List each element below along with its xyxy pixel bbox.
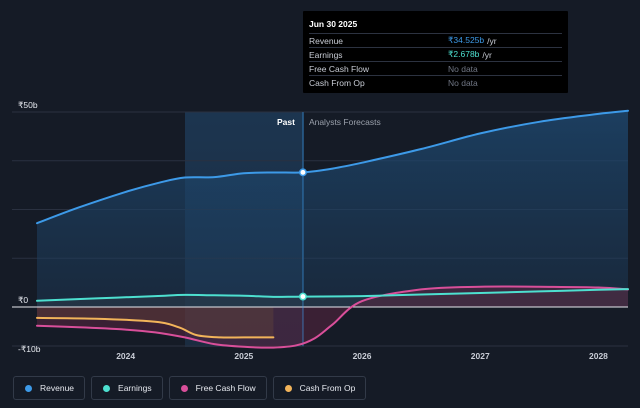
cash-from-op-area — [37, 307, 274, 338]
tooltip-row-cash-from-op: Cash From Op No data — [309, 75, 562, 89]
legend-label: Free Cash Flow — [195, 383, 256, 393]
revenue-highlight-point — [299, 168, 307, 177]
tooltip-value: ₹34.525b — [448, 35, 485, 45]
hover-tooltip: Jun 30 2025 Revenue ₹34.525b /yr Earning… — [303, 11, 568, 93]
tooltip-row-earnings: Earnings ₹2.678b /yr — [309, 47, 562, 61]
y-tick-label: ₹0 — [18, 295, 28, 305]
x-tick-label: 2026 — [353, 351, 372, 361]
y-tick-label: ₹50b — [18, 100, 38, 110]
x-tick-label: 2028 — [589, 351, 608, 361]
revenue-area — [37, 110, 628, 307]
earnings-highlight-point — [299, 292, 307, 301]
earnings-line — [36, 288, 629, 302]
legend-dot-icon — [103, 384, 111, 392]
legend-label: Earnings — [118, 383, 152, 393]
legend-dot-icon — [284, 384, 292, 392]
tooltip-unit: /yr — [482, 49, 492, 60]
past-label: Past — [277, 117, 295, 127]
legend-label: Cash From Op — [299, 383, 356, 393]
free-cash-flow-area — [37, 286, 628, 348]
chart-legend: Revenue Earnings Free Cash Flow Cash Fro… — [0, 376, 640, 400]
tooltip-label: Earnings — [309, 49, 343, 60]
tooltip-value: No data — [448, 77, 478, 88]
x-tick-label: 2024 — [116, 351, 135, 361]
tooltip-label: Revenue — [309, 35, 344, 46]
revenue-line — [36, 109, 629, 225]
tooltip-unit: /yr — [487, 35, 497, 46]
tooltip-label: Free Cash Flow — [309, 63, 369, 74]
legend-revenue-button[interactable]: Revenue — [13, 376, 86, 400]
y-tick-label: -₹10b — [18, 344, 41, 354]
legend-dot-icon — [25, 384, 32, 392]
forecast-label: Analysts Forecasts — [309, 117, 381, 127]
legend-label: Revenue — [40, 383, 75, 393]
tooltip-row-revenue: Revenue ₹34.525b /yr — [309, 33, 562, 47]
x-tick-label: 2025 — [234, 351, 253, 361]
tooltip-value: No data — [448, 63, 478, 74]
free-cash-flow-line — [36, 285, 629, 349]
tooltip-value: ₹2.678b — [448, 49, 480, 59]
legend-earnings-button[interactable]: Earnings — [91, 376, 163, 400]
legend-dot-icon — [180, 384, 188, 392]
legend-free-cash-flow-button[interactable]: Free Cash Flow — [168, 376, 267, 400]
x-tick-label: 2027 — [471, 351, 490, 361]
tooltip-label: Cash From Op — [309, 77, 365, 88]
tooltip-row-free-cash-flow: Free Cash Flow No data — [309, 61, 562, 75]
legend-cash-from-op-button[interactable]: Cash From Op — [272, 376, 367, 400]
cash-from-op-line — [36, 316, 275, 339]
tooltip-date: Jun 30 2025 — [309, 19, 358, 29]
